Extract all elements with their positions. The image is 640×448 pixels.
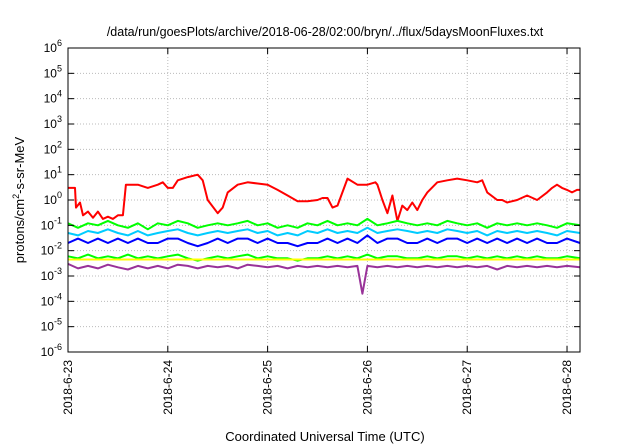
y-tick-base: 10 [41,218,55,232]
y-tick-label: 10-2 [41,241,62,258]
x-tick-label: 2018-6-25 [261,360,275,415]
y-tick-exponent: -3 [54,266,62,276]
y-tick-exponent: -4 [54,291,62,301]
y-tick-label: 103 [44,114,62,131]
y-tick-label: 100 [44,190,62,207]
x-tick-label: 2018-6-23 [61,360,75,415]
y-tick-exponent: -2 [54,241,62,251]
y-tick-base: 10 [41,294,55,308]
y-tick-base: 10 [41,345,55,359]
y-tick-base: 10 [44,41,58,55]
y-tick-base: 10 [41,244,55,258]
y-tick-base: 10 [44,66,58,80]
y-tick-label: 101 [44,165,62,182]
y-tick-base: 10 [41,269,55,283]
y-tick-base: 10 [44,92,58,106]
y-tick-label: 105 [44,63,62,80]
y-axis-label-prefix: protons/cm [12,199,27,263]
y-tick-exponent: 5 [57,63,62,73]
y-axis-label: protons/cm2-s-sr-MeV [11,136,27,263]
y-tick-exponent: 3 [57,114,62,124]
y-axis-label-suffix: -s-sr-MeV [12,136,27,193]
chart-title: /data/run/goesPlots/archive/2018-06-28/0… [107,25,544,39]
y-tick-label: 10-4 [41,291,62,308]
ticks: 10-610-510-410-310-210-11001011021031041… [41,38,580,415]
y-tick-base: 10 [41,320,55,334]
y-tick-label: 10-1 [41,215,62,232]
y-tick-exponent: 4 [57,89,62,99]
y-tick-base: 10 [44,142,58,156]
y-tick-base: 10 [44,168,58,182]
y-tick-exponent: -5 [54,317,62,327]
series-line-4 [67,234,581,248]
x-tick-label: 2018-6-27 [460,360,474,415]
y-tick-exponent: -6 [54,342,62,352]
x-tick-label: 2018-6-26 [360,360,374,415]
y-tick-base: 10 [44,193,58,207]
series-group [67,173,581,295]
series-line-5 [67,253,581,262]
y-tick-label: 104 [44,89,62,106]
series-line-2 [67,217,581,231]
x-tick-label: 2018-6-28 [560,360,574,415]
y-tick-label: 106 [44,38,62,55]
series-line-3 [67,226,581,237]
y-tick-exponent: 2 [57,139,62,149]
x-axis-label: Coordinated Universal Time (UTC) [225,429,424,444]
y-tick-exponent: -1 [54,215,62,225]
y-tick-label: 102 [44,139,62,156]
y-tick-exponent: 0 [57,190,62,200]
y-axis-label-sup: 2 [11,194,21,199]
series-line-1 [68,173,580,222]
y-tick-label: 10-3 [41,266,62,283]
series-line-7 [67,262,581,295]
y-tick-label: 10-6 [41,342,62,359]
y-tick-exponent: 6 [57,38,62,48]
y-tick-exponent: 1 [57,165,62,175]
y-tick-label: 10-5 [41,317,62,334]
y-tick-base: 10 [44,117,58,131]
x-tick-label: 2018-6-24 [161,360,175,415]
